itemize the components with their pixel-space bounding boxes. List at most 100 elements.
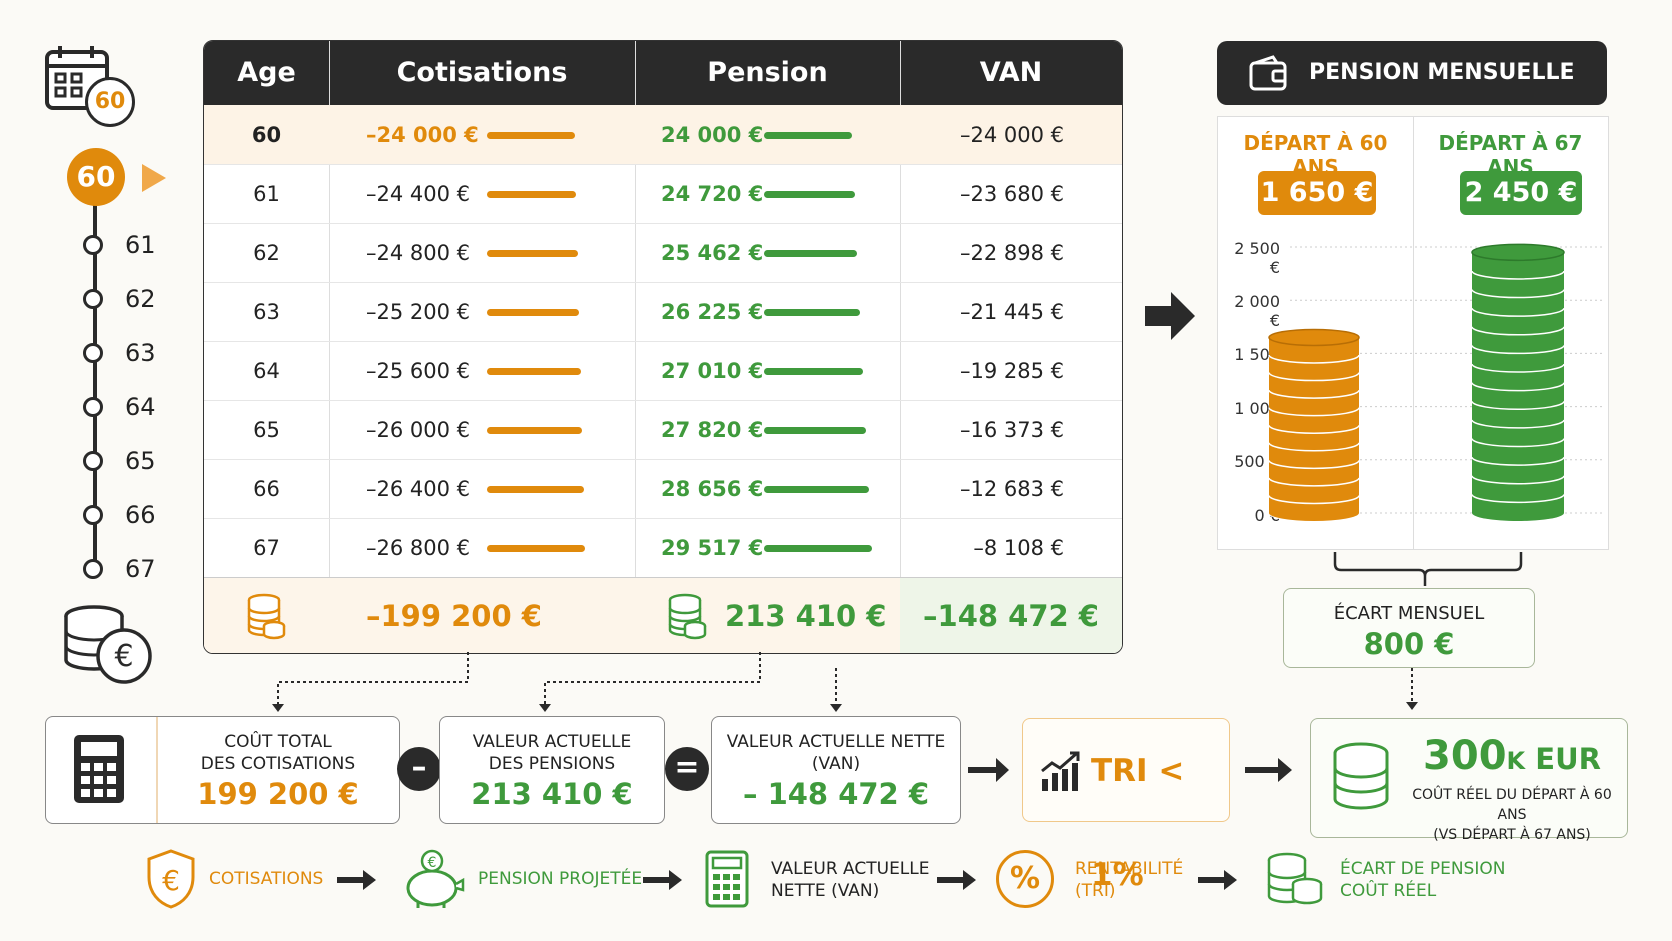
pension-chart-panel: DÉPART À 60 ANS DÉPART À 67 ANS 1 650 € … bbox=[1217, 116, 1609, 550]
timeline-current: 60 bbox=[67, 148, 125, 206]
cotisation-cell: –26 400 € bbox=[366, 476, 471, 501]
tri-box: TRI < 1% bbox=[1022, 718, 1230, 893]
legend-van-line2: NETTE (VAN) bbox=[771, 881, 880, 901]
valeur-pensions-label-line2: DES PENSIONS bbox=[488, 754, 616, 774]
timeline-age-label: 63 bbox=[125, 339, 156, 367]
age-cell: 66 bbox=[253, 476, 280, 501]
svg-text:€: € bbox=[114, 639, 133, 674]
timeline-item bbox=[83, 235, 103, 255]
timeline-item bbox=[83, 451, 103, 471]
result-caption: COÛT RÉEL DU DÉPART À 60 ANS (VS DÉPART … bbox=[1397, 785, 1627, 845]
timeline-current-label: 60 bbox=[76, 160, 116, 193]
legend-cotisations: COTISATIONS bbox=[209, 869, 324, 889]
minus-operator: – bbox=[397, 747, 441, 791]
timeline-line bbox=[93, 175, 97, 575]
timeline-age-label: 65 bbox=[125, 447, 156, 475]
valeur-pensions-label-line1: VALEUR ACTUELLE bbox=[472, 732, 632, 752]
age-cell: 60 bbox=[251, 122, 282, 147]
legend-tri: RENTABILITÉ (TRI) bbox=[1075, 858, 1183, 902]
table-totals-row: –199 200 € 213 410 € –148 472 € bbox=[204, 577, 1122, 653]
data-table: Age Cotisations Pension VAN 60 –24 000 € 2… bbox=[203, 40, 1123, 654]
calculator-icon bbox=[705, 850, 749, 908]
cotisation-bar bbox=[487, 485, 584, 493]
pension-bar bbox=[764, 367, 863, 375]
result-unit: EUR bbox=[1525, 742, 1601, 776]
pension-bar bbox=[764, 544, 872, 552]
growth-chart-icon bbox=[1041, 751, 1080, 791]
timeline-dot bbox=[83, 451, 103, 471]
y-tick-label: 2 500 € bbox=[1234, 239, 1280, 277]
timeline-dot bbox=[83, 289, 103, 309]
legend-tri-line2: (TRI) bbox=[1075, 881, 1116, 901]
calculator-icon bbox=[74, 735, 124, 803]
table-row: 60 –24 000 € 24 000 € –24 000 € bbox=[204, 105, 1122, 165]
header-van: VAN bbox=[979, 57, 1043, 88]
totals-age-cell bbox=[204, 578, 329, 653]
cotisation-bar bbox=[487, 544, 585, 552]
van-cell: –23 680 € bbox=[959, 181, 1064, 206]
coins-stack-icon bbox=[1267, 852, 1323, 905]
timeline-items: 61 62 63 64 65 66 67 bbox=[83, 231, 183, 595]
van-label-line2: (VAN) bbox=[811, 754, 861, 774]
total-cotisations: –199 200 € bbox=[366, 599, 542, 633]
cout-total-label: COÛT TOTAL DES COTISATIONS bbox=[158, 731, 398, 775]
arrow-right-icon bbox=[337, 869, 377, 891]
timeline-dot bbox=[83, 397, 103, 417]
cout-total-value: 199 200 € bbox=[197, 777, 359, 811]
timeline-pointer-icon bbox=[142, 164, 166, 192]
header-pension: Pension bbox=[707, 57, 828, 88]
pension-mensuelle-title: PENSION MENSUELLE bbox=[1309, 60, 1575, 85]
timeline-item bbox=[83, 289, 103, 309]
table-header: Age Cotisations Pension VAN bbox=[204, 41, 1122, 105]
wallet-icon bbox=[1249, 55, 1287, 91]
pension-bar-chart bbox=[1268, 243, 1603, 522]
valeur-pensions-label: VALEUR ACTUELLE DES PENSIONS bbox=[440, 731, 664, 775]
ecart-mensuel-value: 800 € bbox=[1363, 627, 1455, 661]
result-number: 300 bbox=[1423, 733, 1507, 779]
age-cell: 62 bbox=[253, 240, 280, 265]
pension-cell: 24 000 € bbox=[661, 122, 764, 147]
coins-stack-icon bbox=[1333, 742, 1389, 810]
result-value: 300K EUR bbox=[1397, 733, 1627, 779]
arrow-right-icon bbox=[1245, 756, 1293, 784]
header-cotisations: Cotisations bbox=[396, 57, 568, 88]
arrow-right-icon bbox=[1198, 869, 1238, 891]
pension-bar bbox=[764, 249, 857, 257]
cotisation-cell: –24 400 € bbox=[366, 181, 471, 206]
timeline-age-label: 64 bbox=[125, 393, 156, 421]
table-row: 67 –26 800 € 29 517 € –8 108 € bbox=[204, 518, 1122, 578]
cotisation-cell: –24 000 € bbox=[366, 122, 479, 147]
van-cell: –12 683 € bbox=[959, 476, 1064, 501]
y-tick-label: 500 € bbox=[1234, 452, 1280, 471]
total-van: –148 472 € bbox=[900, 578, 1122, 653]
cotisation-bar bbox=[487, 308, 579, 316]
pension-cell: 27 820 € bbox=[661, 417, 764, 442]
van-cell: –21 445 € bbox=[959, 299, 1064, 324]
cotisation-bar bbox=[487, 131, 575, 139]
arrow-right-icon bbox=[643, 869, 683, 891]
timeline-dot bbox=[83, 343, 103, 363]
van-cell: –22 898 € bbox=[959, 240, 1064, 265]
column-divider bbox=[329, 41, 330, 653]
coin-bar-67 bbox=[1471, 243, 1565, 522]
cotisation-bar bbox=[487, 190, 576, 198]
age-cell: 65 bbox=[253, 417, 280, 442]
cotisation-cell: –26 800 € bbox=[366, 535, 471, 560]
pension-cell: 26 225 € bbox=[661, 299, 764, 324]
timeline-dot bbox=[83, 235, 103, 255]
column-divider bbox=[635, 41, 636, 653]
pension-cell: 24 720 € bbox=[661, 181, 764, 206]
coins-euro-icon: € bbox=[64, 604, 154, 684]
pension-cell: 29 517 € bbox=[661, 535, 764, 560]
timeline-age-label: 66 bbox=[125, 501, 156, 529]
van-box: VALEUR ACTUELLE NETTE (VAN) – 148 472 € bbox=[711, 716, 961, 824]
timeline-dot bbox=[83, 505, 103, 525]
van-label-line1: VALEUR ACTUELLE NETTE bbox=[726, 732, 946, 752]
van-cell: –8 108 € bbox=[973, 535, 1064, 560]
cout-total-box: COÛT TOTAL DES COTISATIONS 199 200 € bbox=[45, 716, 400, 824]
y-tick-label: 2 000 € bbox=[1234, 292, 1280, 330]
table-row: 62 –24 800 € 25 462 € –22 898 € bbox=[204, 223, 1122, 283]
pension-bar bbox=[764, 426, 866, 434]
pension-cell: 27 010 € bbox=[661, 358, 764, 383]
ecart-mensuel-box: ÉCART MENSUEL 800 € bbox=[1283, 588, 1535, 668]
